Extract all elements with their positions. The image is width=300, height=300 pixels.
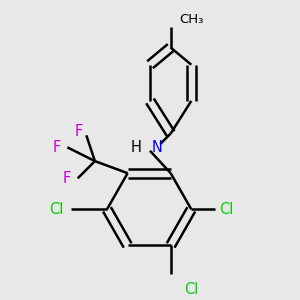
Text: F: F bbox=[75, 124, 83, 140]
Text: Cl: Cl bbox=[184, 282, 199, 297]
Text: CH₃: CH₃ bbox=[179, 14, 204, 26]
Text: N: N bbox=[152, 140, 163, 155]
Text: Cl: Cl bbox=[50, 202, 64, 217]
Text: Cl: Cl bbox=[219, 202, 233, 217]
Text: F: F bbox=[52, 140, 61, 155]
Text: F: F bbox=[63, 171, 71, 186]
Text: H: H bbox=[130, 140, 141, 155]
